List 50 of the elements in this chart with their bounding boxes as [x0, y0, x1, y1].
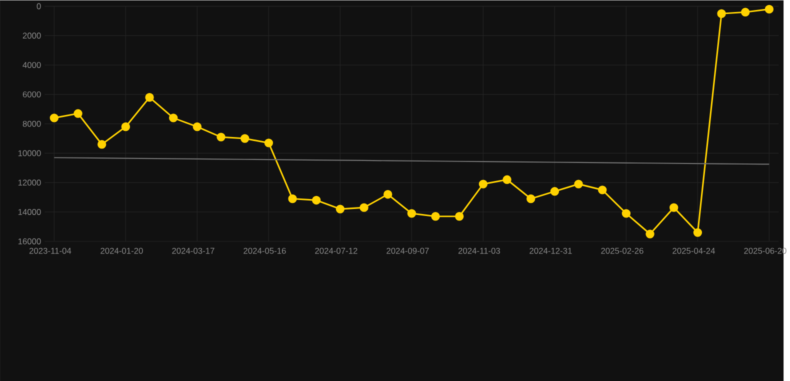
- point: [407, 208, 416, 218]
- point: [121, 122, 130, 131]
- y-tick-label: 10000: [18, 150, 41, 156]
- y-tick-label: 14000: [18, 208, 41, 215]
- point: [764, 4, 774, 14]
- point: [98, 140, 106, 149]
- y-tick-label: 2000: [22, 32, 41, 39]
- y-tick-label: 8000: [22, 120, 41, 127]
- point: [384, 190, 392, 199]
- y-tick-label: 4000: [22, 62, 41, 68]
- x-tick-label: 2024-09-07: [386, 248, 429, 254]
- x-tick-label: 2024-03-17: [172, 248, 214, 254]
- x-tick-label: 2024-07-12: [315, 248, 358, 254]
- point: [717, 9, 726, 18]
- point: [502, 175, 512, 184]
- point: [74, 109, 82, 118]
- point: [312, 196, 321, 204]
- x-tick-label: 2024-12-31: [530, 248, 572, 254]
- point: [216, 132, 226, 142]
- point: [646, 230, 654, 238]
- point: [574, 180, 583, 188]
- point: [336, 204, 345, 214]
- point: [622, 208, 631, 218]
- x-tick-label: 2024-01-20: [100, 248, 143, 254]
- point: [288, 194, 297, 203]
- y-tick-label: 6000: [22, 91, 41, 98]
- point: [478, 180, 488, 188]
- point: [240, 134, 250, 143]
- point: [741, 8, 750, 16]
- point: [431, 212, 440, 221]
- x-tick-label: 2025-02-26: [601, 248, 644, 254]
- point: [455, 212, 464, 221]
- x-tick-label: 2024-05-16: [244, 248, 286, 254]
- x-tick-label: 2023-11-04: [29, 248, 72, 254]
- point: [670, 203, 678, 212]
- y-tick-label: 16000: [18, 238, 41, 244]
- y-tick-label: 0: [36, 3, 41, 10]
- point: [145, 92, 154, 102]
- point: [169, 113, 178, 122]
- point: [50, 113, 59, 122]
- x-tick-label: 2025-04-24: [672, 248, 715, 254]
- point: [264, 138, 274, 148]
- point: [598, 185, 607, 194]
- point: [526, 194, 536, 203]
- point: [693, 228, 702, 237]
- point: [192, 122, 202, 131]
- point: [360, 203, 368, 212]
- x-tick-label: 2024-11-03: [458, 248, 500, 254]
- y-tick-label: 12000: [18, 180, 41, 186]
- point: [550, 186, 560, 196]
